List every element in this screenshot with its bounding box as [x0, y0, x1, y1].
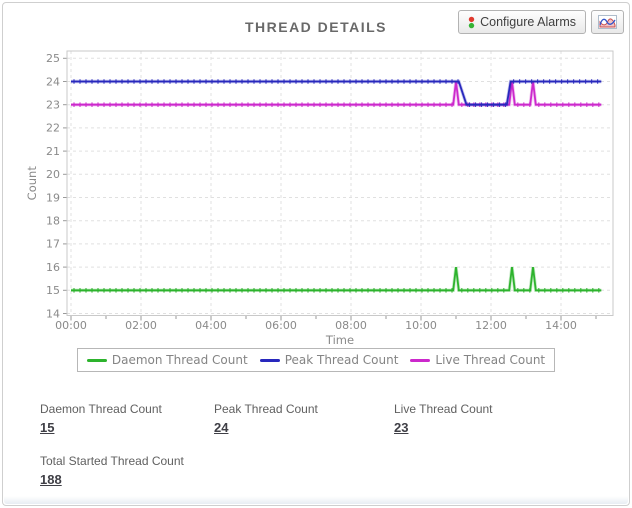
stat-peak-thread-count: Peak Thread Count 24	[214, 402, 394, 437]
peak-line-swatch	[259, 358, 280, 362]
stat-daemon-thread-count: Daemon Thread Count 15	[40, 402, 214, 437]
stat-live-thread-count: Live Thread Count 23	[394, 402, 613, 437]
svg-text:Time: Time	[325, 333, 354, 347]
svg-text:19: 19	[46, 191, 60, 204]
legend-box: Daemon Thread Count Peak Thread Count Li…	[76, 348, 556, 372]
page-title: THREAD DETAILS	[244, 19, 388, 35]
daemon-line-swatch	[86, 358, 107, 362]
svg-text:Count: Count	[25, 166, 39, 201]
stat-value-link[interactable]: 188	[40, 472, 62, 487]
area-chart-icon	[598, 15, 617, 29]
svg-text:24: 24	[46, 75, 60, 88]
legend-label-live: Live Thread Count	[435, 353, 546, 367]
svg-text:12:00: 12:00	[475, 319, 507, 332]
svg-text:22: 22	[46, 122, 60, 135]
legend-item-peak: Peak Thread Count	[259, 353, 399, 367]
chart-settings-button[interactable]	[591, 10, 624, 34]
stat-label: Peak Thread Count	[214, 402, 318, 416]
svg-text:06:00: 06:00	[265, 319, 297, 332]
stat-value-link[interactable]: 23	[394, 420, 409, 435]
svg-text:16: 16	[46, 261, 60, 274]
thread-details-chart: 14 15 16 17 18 19 20 21 22 23 24 25 00:00 02:00 04:00 0…	[25, 50, 614, 347]
live-line-swatch	[410, 358, 431, 362]
legend-item-live: Live Thread Count	[410, 353, 545, 367]
stat-label: Live Thread Count	[394, 402, 493, 416]
svg-text:20: 20	[46, 168, 60, 181]
stat-value-link[interactable]: 24	[214, 420, 229, 435]
svg-text:14: 14	[46, 307, 60, 320]
panel-bottom-shade	[4, 496, 628, 504]
svg-text:14:00: 14:00	[545, 319, 577, 332]
thread-stats: Daemon Thread Count 15 Peak Thread Count…	[40, 402, 613, 489]
chart-legend: Daemon Thread Count Peak Thread Count Li…	[3, 348, 629, 372]
svg-text:02:00: 02:00	[125, 319, 157, 332]
svg-text:21: 21	[46, 145, 60, 158]
legend-label-peak: Peak Thread Count	[284, 353, 399, 367]
legend-item-daemon: Daemon Thread Count	[86, 353, 248, 367]
traffic-light-icon	[468, 16, 475, 29]
svg-text:10:00: 10:00	[405, 319, 437, 332]
svg-text:23: 23	[46, 99, 60, 112]
svg-text:18: 18	[46, 215, 60, 228]
legend-label-daemon: Daemon Thread Count	[111, 353, 248, 367]
configure-alarms-label: Configure Alarms	[480, 15, 576, 29]
svg-text:04:00: 04:00	[195, 319, 227, 332]
stat-label: Total Started Thread Count	[40, 454, 184, 468]
svg-text:25: 25	[46, 52, 60, 65]
stat-label: Daemon Thread Count	[40, 402, 162, 416]
svg-text:17: 17	[46, 238, 60, 251]
svg-text:00:00: 00:00	[55, 319, 87, 332]
configure-alarms-button[interactable]: Configure Alarms	[458, 10, 586, 34]
stat-total-started-thread-count: Total Started Thread Count 188	[40, 454, 613, 489]
svg-text:15: 15	[46, 284, 60, 297]
toolbar: Configure Alarms	[458, 10, 624, 34]
svg-text:08:00: 08:00	[335, 319, 367, 332]
stat-value-link[interactable]: 15	[40, 420, 55, 435]
